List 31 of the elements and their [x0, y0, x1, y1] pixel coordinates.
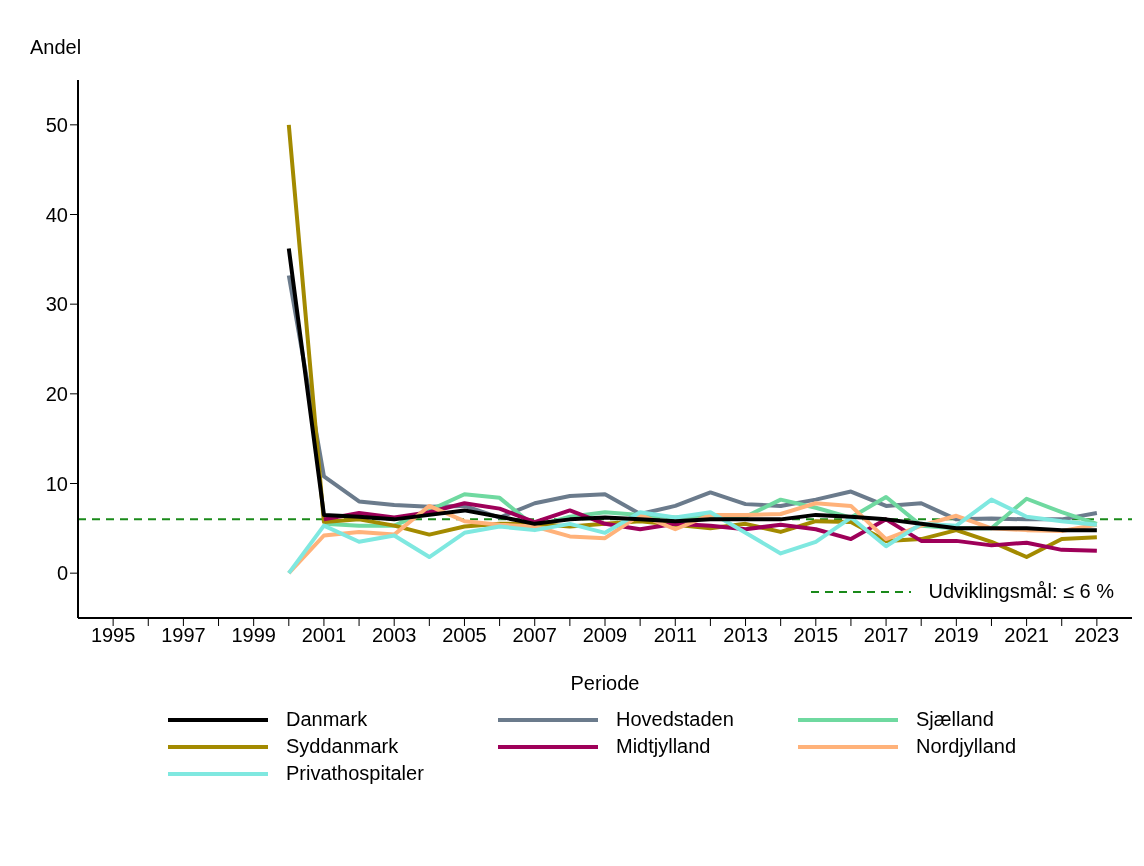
- x-tick-label: 2017: [863, 624, 909, 647]
- y-tick-label: 10: [45, 472, 68, 495]
- x-tick-label: 2005: [442, 624, 487, 647]
- x-axis-title: Periode: [570, 672, 640, 694]
- x-tick-label: 2013: [723, 624, 768, 647]
- x-tick-label: 1997: [161, 624, 206, 647]
- legend-label: Udviklingsmål: ≤ 6 %: [928, 580, 1114, 603]
- x-tick-label: 2019: [934, 624, 979, 647]
- y-tick-label: 40: [45, 203, 68, 226]
- y-tick-label: 20: [45, 382, 68, 405]
- x-tick-label: 2007: [512, 624, 557, 647]
- legend-label: Midtjylland: [616, 735, 711, 758]
- x-tick-label: 2011: [653, 624, 697, 647]
- x-tick-label: 1999: [231, 624, 276, 647]
- legend-label: Danmark: [286, 708, 368, 731]
- y-axis-title: Andel: [30, 36, 82, 59]
- legend-label: Sjælland: [916, 708, 994, 731]
- legend-label: Hovedstaden: [616, 708, 734, 731]
- legend-label: Nordjylland: [916, 735, 1017, 758]
- x-tick-label: 1995: [90, 624, 136, 647]
- y-tick-label: 30: [45, 293, 68, 316]
- y-tick-label: 50: [45, 113, 68, 136]
- y-tick-label: 0: [56, 562, 68, 585]
- x-tick-label: 2001: [301, 624, 347, 647]
- x-tick-label: 2015: [793, 624, 839, 647]
- x-tick-label: 2003: [371, 624, 417, 647]
- x-tick-label: 2023: [1074, 624, 1120, 647]
- legend-label: Syddanmark: [286, 735, 399, 758]
- legend-label: Privathospitaler: [286, 762, 424, 785]
- x-tick-label: 2009: [582, 624, 628, 647]
- x-tick-label: 2021: [1004, 624, 1049, 647]
